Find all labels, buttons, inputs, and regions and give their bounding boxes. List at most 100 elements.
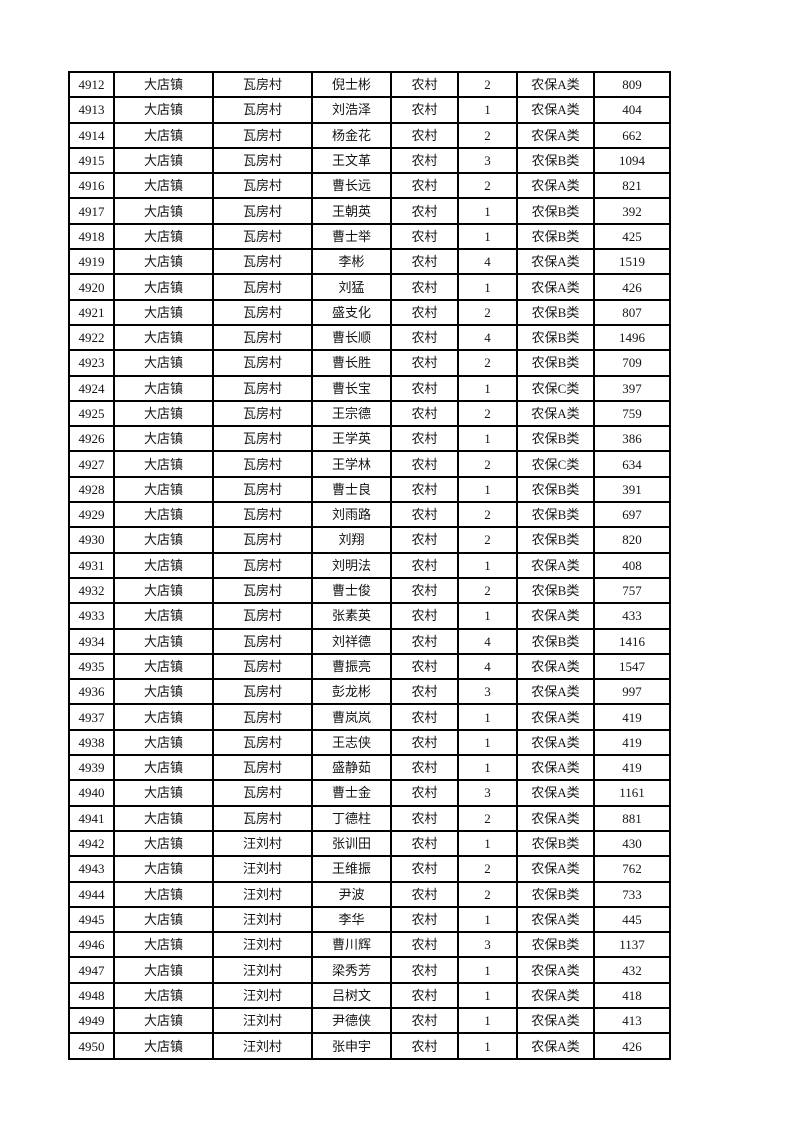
- cell-count: 2: [457, 804, 518, 832]
- cell-residence: 农村: [390, 754, 459, 782]
- cell-count: 1: [457, 273, 518, 301]
- cell-residence: 农村: [390, 576, 459, 605]
- cell-id: 4925: [68, 399, 115, 428]
- cell-residence: 农村: [390, 425, 459, 453]
- table-row: 4943 大店镇 汪刘村 王维振 农村 2 农保A类 762: [68, 855, 671, 883]
- table-row: 4916 大店镇 瓦房村 曹长远 农村 2 农保A类 821: [68, 172, 671, 200]
- cell-amount: 709: [593, 349, 671, 377]
- cell-town: 大店镇: [113, 298, 214, 326]
- cell-village: 汪刘村: [212, 905, 313, 934]
- cell-residence: 农村: [390, 551, 459, 579]
- cell-count: 2: [457, 399, 518, 428]
- cell-amount: 733: [593, 880, 671, 908]
- cell-town: 大店镇: [113, 399, 214, 428]
- cell-town: 大店镇: [113, 652, 214, 681]
- cell-id: 4916: [68, 172, 115, 200]
- cell-village: 瓦房村: [212, 627, 313, 655]
- table-row: 4928 大店镇 瓦房村 曹士良 农村 1 农保B类 391: [68, 475, 671, 504]
- cell-residence: 农村: [390, 627, 459, 655]
- cell-count: 1: [457, 551, 518, 579]
- cell-category: 农保A类: [516, 1006, 595, 1035]
- cell-category: 农保B类: [516, 501, 595, 529]
- cell-id: 4927: [68, 450, 115, 478]
- cell-name: 彭龙彬: [311, 678, 392, 706]
- cell-id: 4948: [68, 981, 115, 1009]
- cell-town: 大店镇: [113, 146, 214, 175]
- cell-count: 2: [457, 450, 518, 478]
- cell-amount: 408: [593, 551, 671, 579]
- cell-category: 农保B类: [516, 880, 595, 908]
- cell-amount: 397: [593, 374, 671, 402]
- cell-residence: 农村: [390, 855, 459, 883]
- cell-name: 曹士金: [311, 779, 392, 807]
- table-row: 4942 大店镇 汪刘村 张训田 农村 1 农保B类 430: [68, 829, 671, 858]
- cell-id: 4941: [68, 804, 115, 832]
- table-row: 4930 大店镇 瓦房村 刘翔 农村 2 农保B类 820: [68, 526, 671, 554]
- cell-id: 4920: [68, 273, 115, 301]
- cell-residence: 农村: [390, 829, 459, 858]
- cell-category: 农保A类: [516, 172, 595, 200]
- cell-town: 大店镇: [113, 804, 214, 832]
- cell-name: 刘明法: [311, 551, 392, 579]
- cell-village: 瓦房村: [212, 425, 313, 453]
- cell-category: 农保A类: [516, 602, 595, 630]
- cell-category: 农保A类: [516, 1032, 595, 1060]
- cell-amount: 392: [593, 197, 671, 225]
- cell-town: 大店镇: [113, 551, 214, 579]
- cell-id: 4914: [68, 121, 115, 149]
- cell-name: 王宗德: [311, 399, 392, 428]
- cell-residence: 农村: [390, 1006, 459, 1035]
- cell-village: 瓦房村: [212, 222, 313, 251]
- cell-category: 农保A类: [516, 248, 595, 276]
- cell-category: 农保B类: [516, 576, 595, 605]
- cell-id: 4944: [68, 880, 115, 908]
- cell-village: 瓦房村: [212, 323, 313, 352]
- cell-amount: 1496: [593, 323, 671, 352]
- cell-village: 汪刘村: [212, 981, 313, 1009]
- cell-id: 4950: [68, 1032, 115, 1060]
- cell-village: 瓦房村: [212, 779, 313, 807]
- cell-id: 4913: [68, 96, 115, 124]
- cell-name: 王志侠: [311, 728, 392, 757]
- cell-count: 1: [457, 754, 518, 782]
- cell-count: 2: [457, 880, 518, 908]
- cell-village: 瓦房村: [212, 399, 313, 428]
- cell-category: 农保A类: [516, 905, 595, 934]
- cell-count: 2: [457, 576, 518, 605]
- cell-count: 4: [457, 652, 518, 681]
- cell-village: 汪刘村: [212, 931, 313, 959]
- cell-id: 4939: [68, 754, 115, 782]
- cell-count: 1: [457, 475, 518, 504]
- cell-name: 张素英: [311, 602, 392, 630]
- cell-village: 汪刘村: [212, 829, 313, 858]
- cell-count: 2: [457, 349, 518, 377]
- cell-village: 瓦房村: [212, 172, 313, 200]
- cell-category: 农保A类: [516, 779, 595, 807]
- cell-count: 2: [457, 501, 518, 529]
- cell-town: 大店镇: [113, 70, 214, 99]
- cell-residence: 农村: [390, 501, 459, 529]
- cell-amount: 807: [593, 298, 671, 326]
- cell-category: 农保A类: [516, 754, 595, 782]
- cell-category: 农保C类: [516, 374, 595, 402]
- table-row: 4927 大店镇 瓦房村 王学林 农村 2 农保C类 634: [68, 450, 671, 478]
- cell-village: 瓦房村: [212, 70, 313, 99]
- cell-residence: 农村: [390, 273, 459, 301]
- cell-residence: 农村: [390, 450, 459, 478]
- cell-town: 大店镇: [113, 121, 214, 149]
- table-row: 4949 大店镇 汪刘村 尹德侠 农村 1 农保A类 413: [68, 1006, 671, 1035]
- cell-count: 1: [457, 956, 518, 984]
- cell-village: 瓦房村: [212, 576, 313, 605]
- cell-village: 瓦房村: [212, 501, 313, 529]
- cell-category: 农保A类: [516, 855, 595, 883]
- cell-residence: 农村: [390, 323, 459, 352]
- cell-name: 曹长宝: [311, 374, 392, 402]
- cell-category: 农保A类: [516, 703, 595, 731]
- cell-town: 大店镇: [113, 248, 214, 276]
- table-row: 4926 大店镇 瓦房村 王学英 农村 1 农保B类 386: [68, 425, 671, 453]
- cell-village: 瓦房村: [212, 197, 313, 225]
- cell-village: 瓦房村: [212, 526, 313, 554]
- cell-count: 1: [457, 374, 518, 402]
- cell-amount: 391: [593, 475, 671, 504]
